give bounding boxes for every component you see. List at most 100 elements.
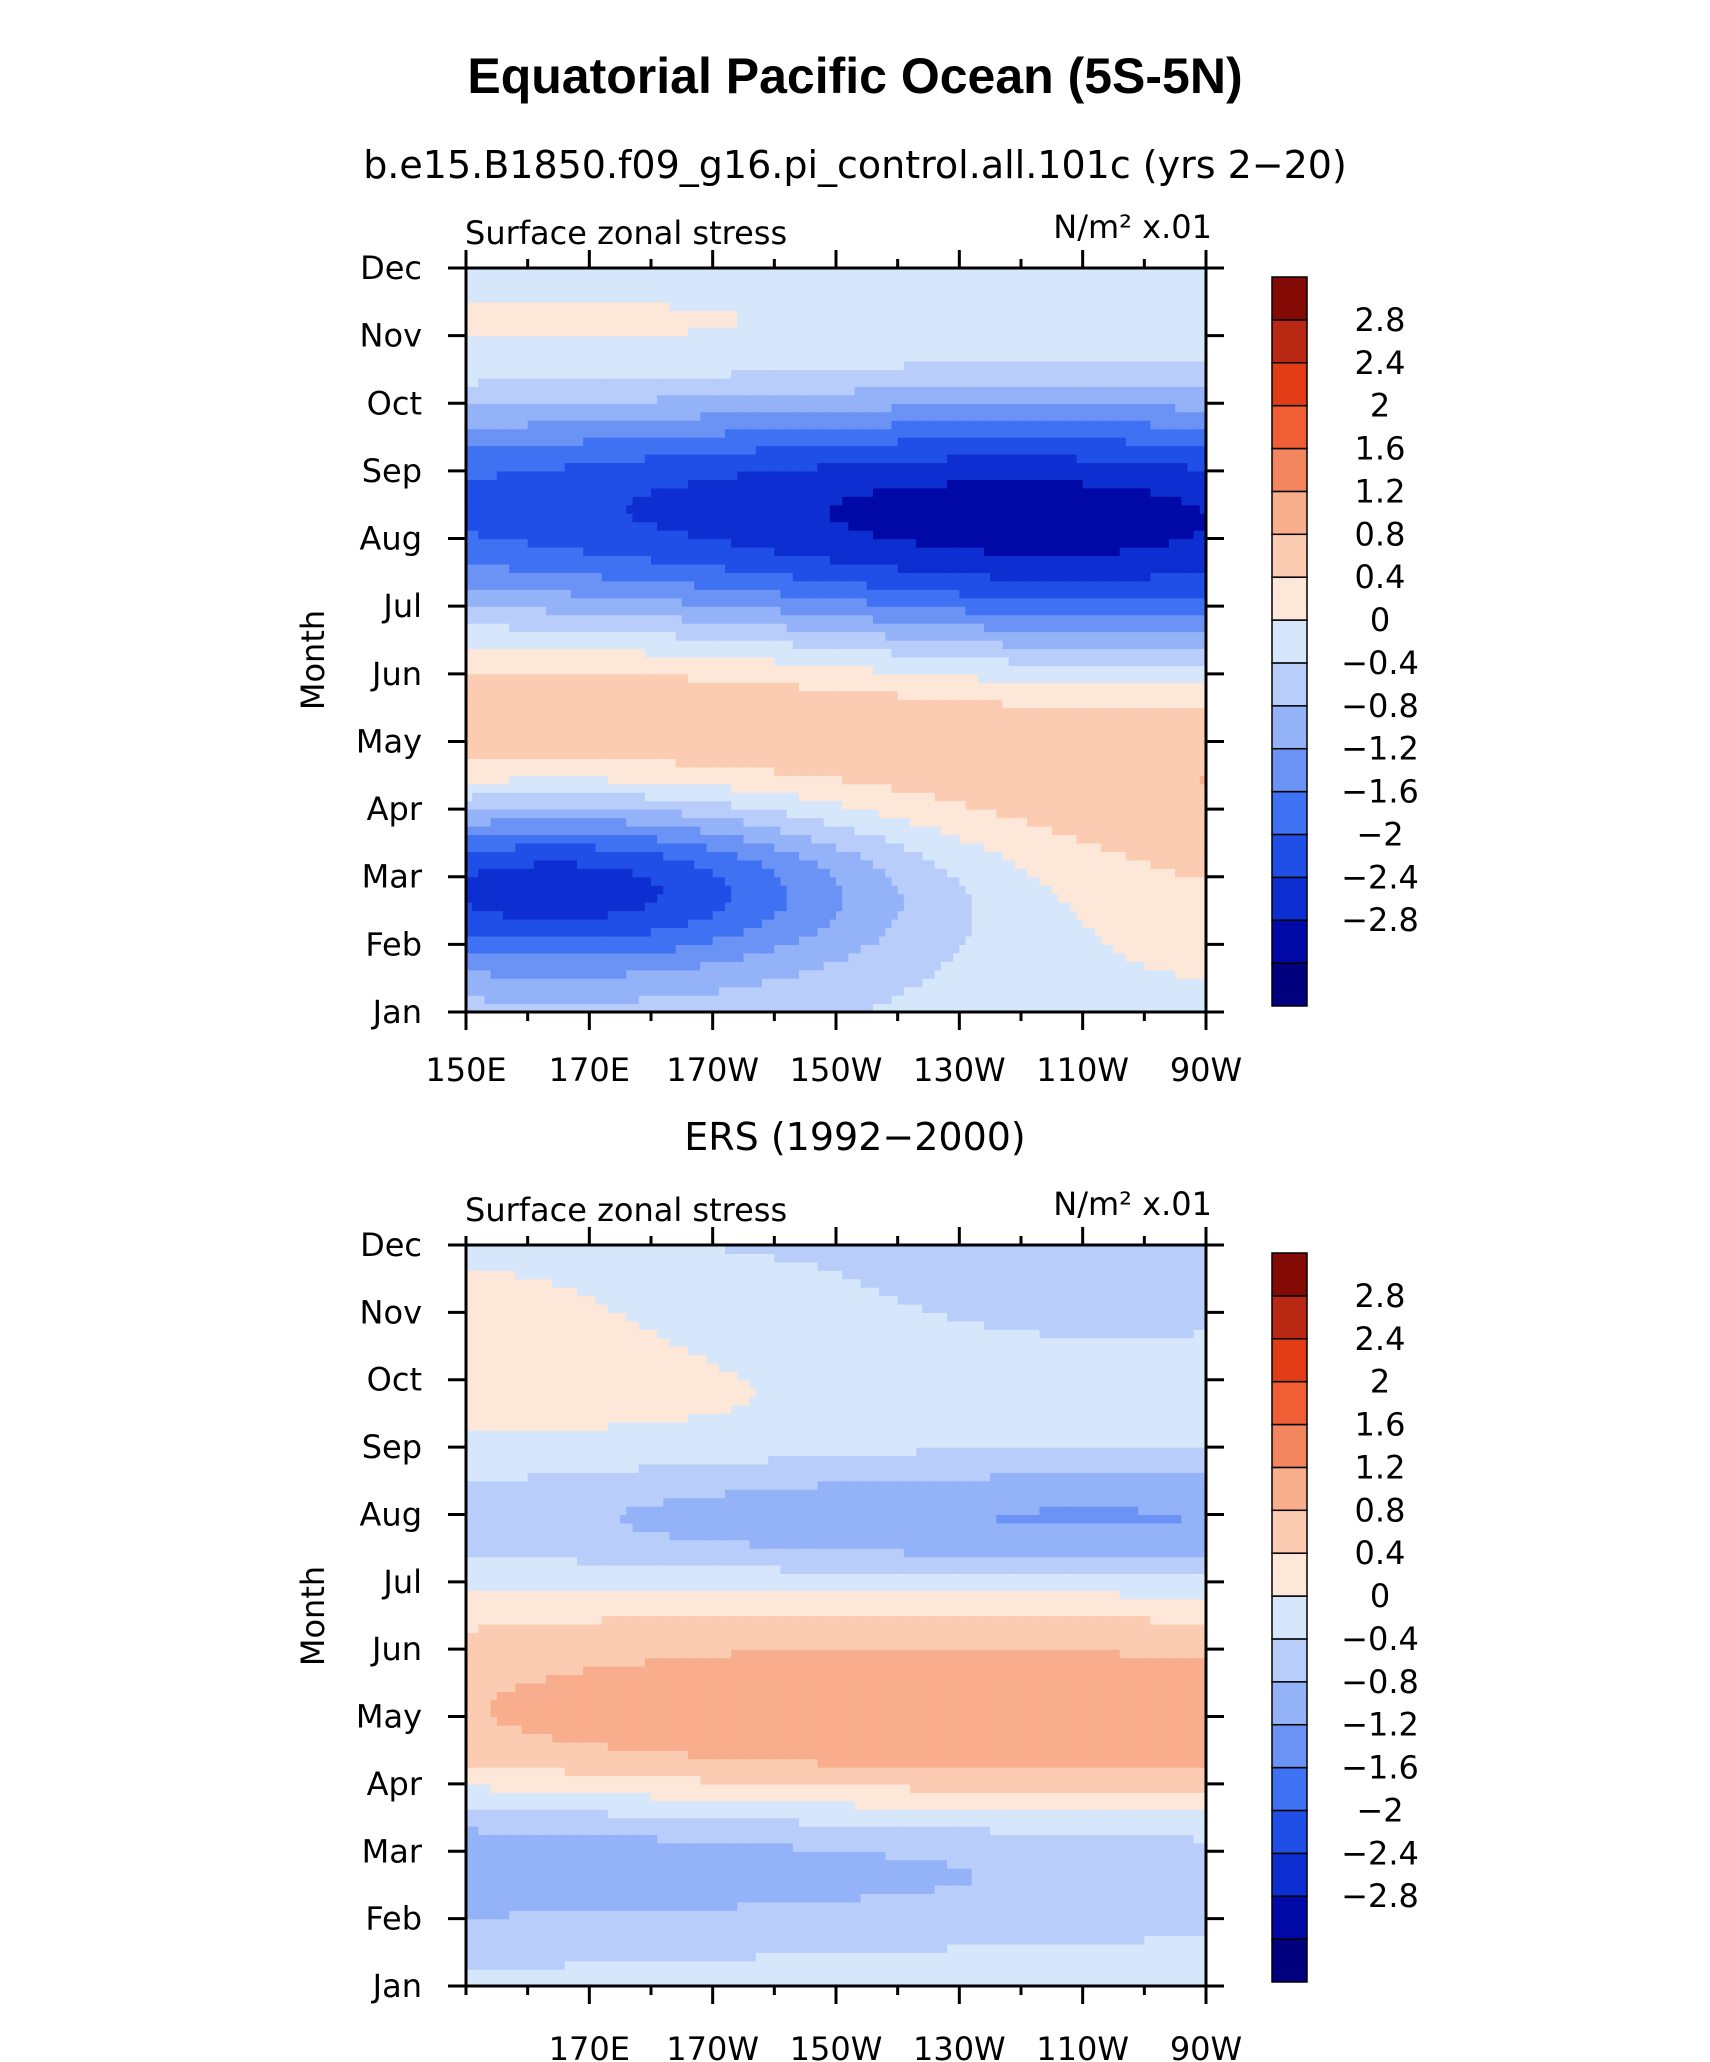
heatmap-cell bbox=[669, 859, 677, 869]
heatmap-cell bbox=[620, 783, 627, 793]
heatmap-cell bbox=[675, 454, 683, 464]
heatmap-cell bbox=[527, 749, 535, 759]
heatmap-cell bbox=[527, 403, 535, 413]
heatmap-cell bbox=[651, 513, 658, 523]
heatmap-cell bbox=[712, 935, 720, 945]
heatmap-cell bbox=[663, 369, 671, 379]
heatmap-cell bbox=[718, 648, 726, 658]
heatmap-cell bbox=[570, 479, 578, 489]
heatmap-cell bbox=[663, 952, 671, 962]
heatmap-cell bbox=[762, 885, 769, 895]
heatmap-cell bbox=[811, 589, 819, 599]
heatmap-cell bbox=[792, 293, 800, 303]
heatmap-cell bbox=[657, 826, 664, 836]
heatmap-cell bbox=[503, 876, 510, 886]
heatmap-cell bbox=[774, 733, 782, 743]
heatmap-cell bbox=[651, 716, 658, 726]
heatmap-cell bbox=[466, 640, 473, 650]
heatmap-cell bbox=[558, 682, 566, 692]
heatmap-cell bbox=[466, 690, 473, 700]
heatmap-cell bbox=[768, 910, 775, 920]
heatmap-cell bbox=[638, 547, 646, 557]
heatmap-cell bbox=[799, 361, 806, 371]
heatmap-cell bbox=[638, 487, 646, 497]
heatmap-cell bbox=[755, 327, 763, 337]
heatmap-cell bbox=[601, 352, 609, 362]
heatmap-cell bbox=[737, 893, 745, 903]
heatmap-cell bbox=[521, 327, 529, 337]
heatmap-cell bbox=[762, 538, 769, 548]
heatmap-cell bbox=[663, 513, 671, 523]
heatmap-cell bbox=[780, 445, 788, 455]
heatmap-cell bbox=[527, 437, 535, 447]
heatmap-cell bbox=[681, 919, 689, 929]
heatmap-cell bbox=[589, 749, 597, 759]
heatmap-cell bbox=[509, 563, 516, 573]
heatmap-cell bbox=[472, 783, 479, 793]
heatmap-cell bbox=[570, 682, 578, 692]
heatmap-cell bbox=[657, 665, 664, 675]
heatmap-cell bbox=[675, 766, 683, 776]
heatmap-cell bbox=[595, 952, 603, 962]
heatmap-cell bbox=[712, 268, 720, 278]
heatmap-cell bbox=[626, 310, 634, 320]
heatmap-cell bbox=[509, 386, 516, 396]
heatmap-cell bbox=[589, 944, 597, 954]
heatmap-cell bbox=[700, 335, 708, 345]
heatmap-cell bbox=[496, 800, 504, 810]
heatmap-cell bbox=[601, 563, 609, 573]
heatmap-cell bbox=[651, 301, 658, 311]
heatmap-cell bbox=[799, 513, 806, 523]
heatmap-cell bbox=[607, 707, 615, 717]
heatmap-cell bbox=[651, 885, 658, 895]
heatmap-cell bbox=[706, 268, 714, 278]
heatmap-cell bbox=[762, 910, 769, 920]
heatmap-cell bbox=[638, 454, 646, 464]
heatmap-cell bbox=[496, 673, 504, 683]
units-label: N/m² x.01 bbox=[1053, 208, 1212, 246]
heatmap-cell bbox=[644, 809, 652, 819]
heatmap-cell bbox=[595, 504, 603, 514]
heatmap-cell bbox=[490, 293, 498, 303]
heatmap-cell bbox=[774, 318, 782, 328]
heatmap-cell bbox=[725, 826, 732, 836]
heatmap-cell bbox=[663, 361, 671, 371]
heatmap-cell bbox=[681, 631, 689, 641]
heatmap-cell bbox=[503, 682, 510, 692]
heatmap-cell bbox=[521, 487, 529, 497]
heatmap-cell bbox=[792, 563, 800, 573]
heatmap-cell bbox=[466, 563, 473, 573]
heatmap-cell bbox=[737, 538, 745, 548]
heatmap-cell bbox=[546, 826, 553, 836]
heatmap-cell bbox=[626, 513, 634, 523]
heatmap-cell bbox=[657, 403, 664, 413]
heatmap-cell bbox=[681, 268, 689, 278]
heatmap-cell bbox=[799, 944, 806, 954]
heatmap-cell bbox=[657, 530, 664, 540]
heatmap-cell bbox=[725, 623, 732, 633]
heatmap-cell bbox=[632, 420, 640, 430]
heatmap-cell bbox=[688, 293, 695, 303]
heatmap-cell bbox=[792, 555, 800, 565]
heatmap-cell bbox=[700, 792, 708, 802]
heatmap-cell bbox=[589, 310, 597, 320]
heatmap-cell bbox=[731, 344, 738, 354]
heatmap-cell bbox=[558, 809, 566, 819]
heatmap-cell bbox=[700, 454, 708, 464]
heatmap-cell bbox=[799, 318, 806, 328]
heatmap-cell bbox=[805, 530, 812, 540]
heatmap-cell bbox=[466, 301, 473, 311]
heatmap-cell bbox=[601, 817, 609, 827]
heatmap-cell bbox=[706, 995, 714, 1005]
heatmap-cell bbox=[583, 690, 590, 700]
heatmap-cell bbox=[669, 403, 677, 413]
heatmap-cell bbox=[657, 673, 664, 683]
heatmap-cell bbox=[583, 699, 590, 709]
heatmap-cell bbox=[706, 859, 714, 869]
heatmap-cell bbox=[552, 521, 560, 531]
heatmap-cell bbox=[811, 673, 819, 683]
heatmap-cell bbox=[614, 766, 621, 776]
heatmap-cell bbox=[626, 733, 634, 743]
heatmap-cell bbox=[651, 293, 658, 303]
heatmap-cell bbox=[496, 530, 504, 540]
